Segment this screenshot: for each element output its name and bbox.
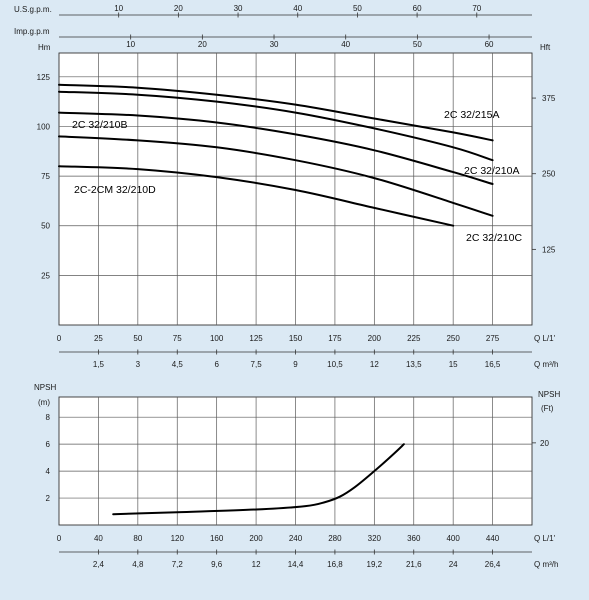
hq-m3h-tick-label: 4,5 [172,360,184,369]
hq-q-tick-label: 275 [486,334,500,343]
hq-q-tick-label: 25 [94,334,103,343]
npsh-q-tick-label: 0 [57,534,62,543]
hq-q-tick-label: 225 [407,334,421,343]
hq-q-tick-label: 200 [368,334,382,343]
hq-m3h-tick-label: 10,5 [327,360,343,369]
impgpm-tick-label: 60 [485,40,494,49]
hq-curve-label: 2C 32/210C [466,232,522,244]
npsh-ft-axis-unit: (Ft) [541,404,554,413]
npsh-q-axis-title: Q L/1' [534,534,556,543]
npsh-q-tick-label: 400 [446,534,460,543]
hq-curve-2c-32-210c [58,135,494,217]
npsh-ft-axis-title: NPSH [538,390,560,399]
hq-curve-2c-32-210b [58,90,494,162]
hq-m3h-tick-label: 12 [370,360,379,369]
hq-m3h-tick-label: 15 [449,360,458,369]
npsh-m3h-tick-label: 7,2 [172,560,184,569]
hq-m3h-tick-label: 13,5 [406,360,422,369]
npsh-m-tick-label: 8 [46,413,51,422]
usgpm-tick-label: 60 [413,4,422,13]
impgpm-axis-title: Imp.g.p.m [14,27,50,36]
hm-tick-label: 75 [41,172,50,181]
hq-curve-label: 2C 32/215A [444,109,499,121]
usgpm-tick-label: 30 [234,4,243,13]
usgpm-tick-label: 20 [174,4,183,13]
hq-curve-label: 2C 32/210A [464,165,519,177]
hm-axis-title: Hm [38,43,51,52]
npsh-q-tick-label: 40 [94,534,103,543]
hq-curve-2c-32-210a [58,111,494,185]
impgpm-tick-label: 20 [198,40,207,49]
npsh-m3h-tick-label: 2,4 [93,560,105,569]
hft-tick-label: 375 [542,94,556,103]
npsh-m-tick-label: 4 [46,467,51,476]
npsh-q-tick-label: 440 [486,534,500,543]
npsh-m3h-tick-label: 4,8 [132,560,144,569]
npsh-ft-tick-label: 20 [540,439,549,448]
impgpm-tick-label: 40 [341,40,350,49]
npsh-m3h-tick-label: 12 [252,560,261,569]
npsh-m3h-tick-label: 24 [449,560,458,569]
usgpm-tick-label: 40 [293,4,302,13]
usgpm-tick-label: 70 [472,4,481,13]
hq-m3h-tick-label: 9 [293,360,298,369]
npsh-q-tick-label: 80 [133,534,142,543]
npsh-m-tick-label: 2 [46,494,51,503]
hq-q-tick-label: 75 [173,334,182,343]
npsh-m-tick-label: 6 [46,440,51,449]
usgpm-axis-title: U.S.g.p.m. [14,5,52,14]
hq-curve-2c-2cm-32-210d [58,165,455,227]
hq-q-tick-label: 250 [446,334,460,343]
hq-q-tick-label: 0 [57,334,62,343]
npsh-q-tick-label: 120 [171,534,185,543]
hm-tick-label: 50 [41,222,50,231]
hq-q-tick-label: 125 [249,334,263,343]
hq-m3h-tick-label: 7,5 [251,360,263,369]
hft-tick-label: 125 [542,245,556,254]
hq-q-tick-label: 100 [210,334,224,343]
hq-q-axis-title: Q L/1' [534,334,556,343]
npsh-m3h-tick-label: 19,2 [367,560,383,569]
hft-tick-label: 250 [542,170,556,179]
hm-tick-label: 125 [37,73,51,82]
npsh-curve [112,443,405,516]
hq-m3h-tick-label: 6 [214,360,219,369]
npsh-q-tick-label: 320 [368,534,382,543]
npsh-q-tick-label: 360 [407,534,421,543]
npsh-m3h-tick-label: 9,6 [211,560,223,569]
npsh-m3h-tick-label: 26,4 [485,560,501,569]
hq-m3h-axis-title: Q m³/h [534,360,558,369]
npsh-q-tick-label: 160 [210,534,224,543]
npsh-m3h-tick-label: 14,4 [288,560,304,569]
hq-q-tick-label: 50 [133,334,142,343]
hm-tick-label: 25 [41,271,50,280]
hq-m3h-tick-label: 1,5 [93,360,105,369]
usgpm-tick-label: 10 [114,4,123,13]
hq-curve-label: 2C 32/210B [72,119,127,131]
npsh-q-tick-label: 200 [249,534,263,543]
npsh-m3h-tick-label: 16,8 [327,560,343,569]
hq-q-tick-label: 175 [328,334,342,343]
hq-m3h-tick-label: 3 [136,360,141,369]
hq-curve-label: 2C-2CM 32/210D [74,184,156,196]
npsh-q-tick-label: 240 [289,534,303,543]
hft-axis-title: Hft [540,43,551,52]
npsh-m-axis-title: NPSH [34,383,56,392]
hq-curve-2c-32-215a [58,83,494,142]
npsh-m3h-tick-label: 21,6 [406,560,422,569]
npsh-m3h-axis-title: Q m³/h [534,560,558,569]
impgpm-tick-label: 30 [270,40,279,49]
impgpm-tick-label: 10 [126,40,135,49]
npsh-m-axis-unit: (m) [38,398,50,407]
hq-m3h-tick-label: 16,5 [485,360,501,369]
hq-q-tick-label: 150 [289,334,303,343]
impgpm-tick-label: 50 [413,40,422,49]
usgpm-tick-label: 50 [353,4,362,13]
hm-tick-label: 100 [37,122,51,131]
npsh-q-tick-label: 280 [328,534,342,543]
